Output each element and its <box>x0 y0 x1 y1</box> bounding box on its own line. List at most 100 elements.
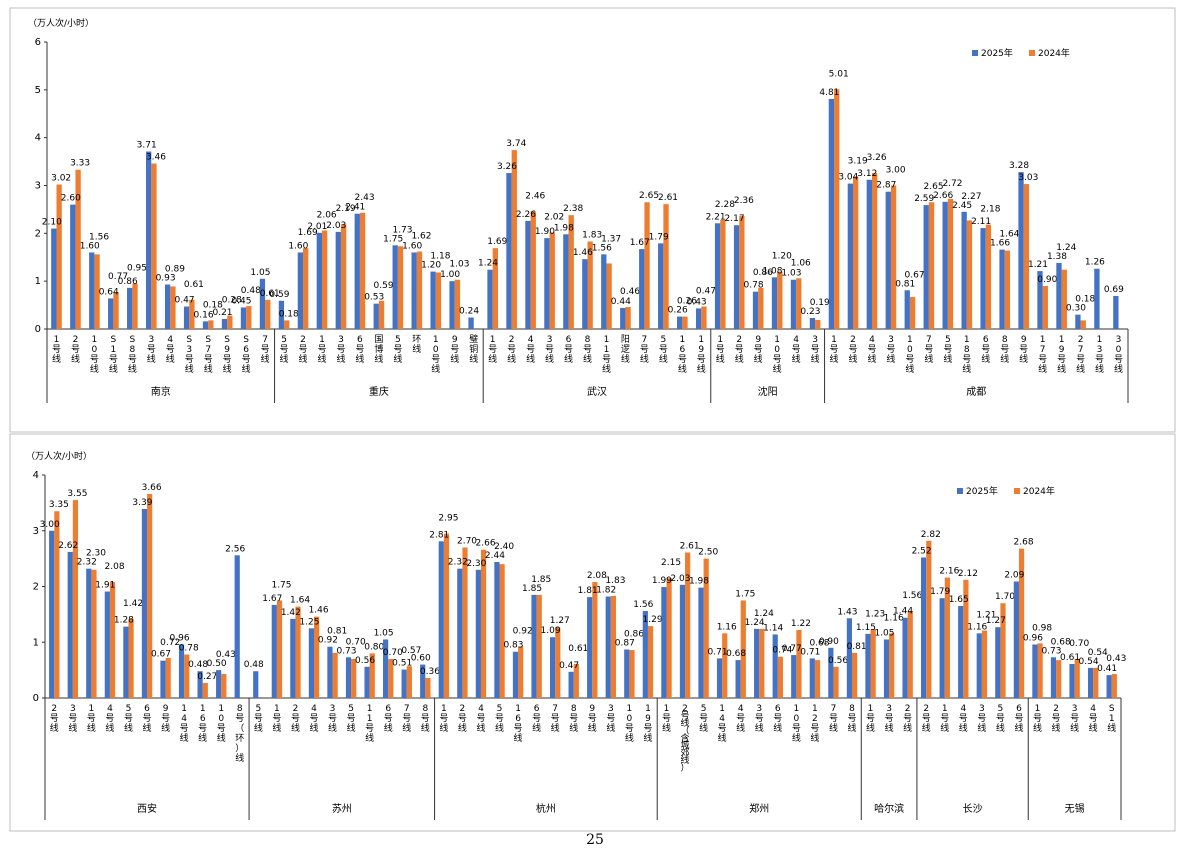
chart2-category-char: 2 <box>812 714 818 724</box>
chart1-bar-2025 <box>1113 295 1119 329</box>
chart2-bar-2025 <box>698 587 704 698</box>
chart1-bar-2024 <box>1004 250 1011 329</box>
chart1-bar-2024 <box>625 306 631 329</box>
chart2-category-label: 2 号线 <box>291 704 300 734</box>
chart1-category-char: 号 <box>1057 354 1066 365</box>
chart2-category-label: 4 号线 <box>736 704 745 734</box>
chart2-data-label-2024: 2.68 <box>1014 538 1034 548</box>
chart2-category-char: 号 <box>272 713 281 724</box>
chart2-data-label-2025: 1.15 <box>856 623 876 633</box>
chart2-bar-2025 <box>883 639 890 698</box>
chart1-category-char: 9 <box>1021 335 1027 345</box>
chart1-category-char: 线 <box>886 353 895 365</box>
chart2-category-char: 1 <box>181 704 187 714</box>
chart2-data-label-2025: 0.87 <box>615 638 635 648</box>
chart1-category-char: 号 <box>564 344 573 355</box>
chart2-category-label: 1 4 号线 <box>718 704 727 744</box>
chart2-bar-2025 <box>976 633 982 698</box>
chart2-bar-2024 <box>610 595 617 698</box>
chart1-category-char: 8 <box>585 335 591 345</box>
chart2-category-char: 3 <box>756 704 762 714</box>
chart2-category-char: 线 <box>1070 722 1079 734</box>
chart1-category-char: 1 <box>831 335 837 345</box>
chart2-category-char: 3 <box>886 704 892 714</box>
chart1-data-label-2024: 0.18 <box>203 300 223 310</box>
chart1-data-label-2025: 2.26 <box>516 210 536 220</box>
chart2-bar-2024 <box>777 656 783 698</box>
chart2-data-label-2024: 0.54 <box>1088 648 1108 658</box>
chart2-bar-2024 <box>369 653 375 698</box>
chart2-category-char: 号 <box>309 713 318 724</box>
chart1-bar-2024 <box>530 211 536 329</box>
chart1-category-char: 号 <box>1019 344 1028 355</box>
chart1-category-label: 2 7 号线 <box>1076 335 1085 375</box>
chart1-data-label-2025: 2.60 <box>61 194 81 204</box>
chart1-bar-2024 <box>170 286 176 329</box>
chart2-category-label: 7 号线 <box>829 704 838 734</box>
chart2-data-label-2024: 2.40 <box>494 542 514 552</box>
chart2-category-char: 线 <box>885 722 894 734</box>
chart2-bar-2024 <box>722 633 728 698</box>
chart2-data-label-2024: 2.30 <box>86 549 106 559</box>
chart2-bar-2024 <box>480 549 487 698</box>
chart2-data-label-2024: 1.46 <box>309 606 329 616</box>
chart1-category-char: 线 <box>905 363 914 375</box>
chart1-category-char: 号 <box>280 344 289 355</box>
chart1-data-label-2025: 1.60 <box>288 241 308 251</box>
chart1-category-char: 线 <box>773 363 782 375</box>
chart2-category-char: 线 <box>384 722 393 734</box>
chart1-bar-2024 <box>853 176 859 329</box>
chart2-data-label-2025: 1.43 <box>837 607 857 617</box>
chart2-category-char: 线 <box>569 722 578 734</box>
chart1-category-char: 1 <box>679 335 685 345</box>
chart1-bar-2024 <box>815 319 821 329</box>
chart2-bar-2024 <box>963 579 969 698</box>
chart1-category-char: 2 <box>509 335 515 345</box>
chart1-legend-label-2024: 2024年 <box>1038 47 1070 59</box>
chart1-bar-2025 <box>430 271 436 329</box>
chart2-category-char: 3 <box>979 704 985 714</box>
chart1-bar-2024 <box>682 316 688 329</box>
chart1-bar-2024 <box>701 306 707 329</box>
chart1-category-label: 4 号线 <box>867 335 876 365</box>
chart1-category-label: 2 号线 <box>507 335 516 365</box>
chart1-category-char: 号 <box>962 354 971 365</box>
chart2-category-char: 4 <box>719 714 725 724</box>
chart1-bar-2024 <box>909 296 916 329</box>
chart2-bar-2025 <box>1050 657 1057 698</box>
chart2-category-char: 号 <box>402 713 411 724</box>
chart1-category-label: 7 号线 <box>640 335 649 365</box>
chart2-category-char: 号 <box>458 713 467 724</box>
chart2-data-label-2024: 3.55 <box>67 489 87 499</box>
chart1-category-char: 号 <box>393 344 402 355</box>
chart2-bar-2025 <box>735 660 741 698</box>
chart1-bar-2025 <box>658 243 664 329</box>
chart2-data-label-2025: 1.85 <box>522 584 542 594</box>
chart2-category-char: 2 <box>293 704 299 714</box>
chart1-data-label-2024: 1.06 <box>791 258 811 268</box>
chart1-data-label-2025: 0.30 <box>1066 304 1086 314</box>
chart2-data-label-2025: 2.03 <box>670 574 690 584</box>
chart2-data-label-2024: 0.43 <box>1106 654 1126 664</box>
chart1-data-label-2024: 1.56 <box>89 232 109 242</box>
chart2-category-char: 1 <box>664 704 670 714</box>
chart2-data-label-2025: 2.56 <box>225 544 245 554</box>
chart2-data-label-2024: 1.83 <box>605 576 625 586</box>
chart2-category-char: 线 <box>272 722 281 734</box>
chart1-data-label-2025: 1.60 <box>80 241 100 251</box>
chart2-category-label: 1 0 号线 <box>217 704 226 744</box>
chart1-category-char: 4 <box>167 335 173 345</box>
chart2-category-char: 6 <box>144 704 150 714</box>
chart2-data-label-2025: 0.96 <box>1023 633 1043 643</box>
chart2-data-label-2024: 0.70 <box>1069 639 1089 649</box>
chart2-category-label: 2 号线 <box>903 704 912 734</box>
chart2-data-label-2024: 0.56 <box>828 656 848 666</box>
chart1-data-label-2025: 2.45 <box>952 201 972 211</box>
chart1-data-label-2024: 3.26 <box>867 153 887 163</box>
chart2-category-char: 4 <box>107 704 113 714</box>
chart2-category-char: 号 <box>551 713 560 724</box>
chart2-category-label: 7 号线 <box>551 704 560 734</box>
chart1-bar-2024 <box>720 219 726 329</box>
chart1-bar-2025 <box>202 321 209 329</box>
chart1-category-char: 1 <box>774 335 780 345</box>
